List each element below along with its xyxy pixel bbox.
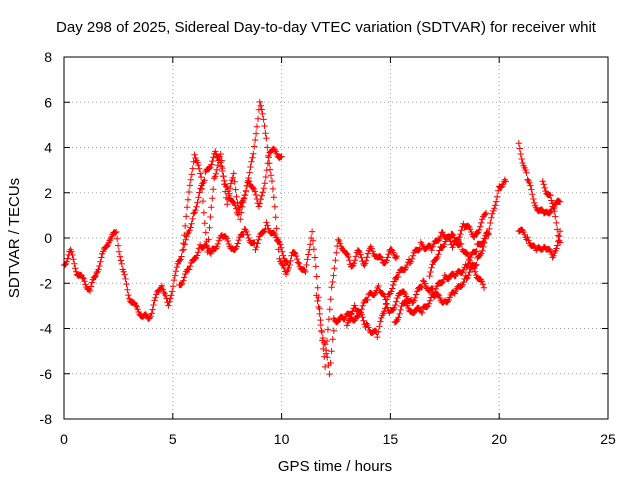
x-tick-labels: 0 5 10 15 20 25 [60,431,616,447]
y-tick-label: 6 [44,94,52,110]
series-late-tail-branch [539,178,564,246]
series-markers-mid-branch [330,209,490,341]
series-lower-branch [176,219,292,289]
series-rise-branch [391,176,509,326]
x-tick-label: 20 [491,431,507,447]
x-tick-label: 5 [169,431,177,447]
y-tick-label: 8 [44,49,52,65]
series-late-branch [515,140,564,217]
series-late-lower-branch [515,226,564,261]
series-markers-cross-branch [426,230,488,291]
grid [64,57,608,419]
y-tick-label: 4 [44,140,52,156]
series-markers-upper-branch [180,145,285,253]
y-tick-label: -6 [40,366,53,382]
y-tick-label: -4 [40,321,53,337]
series-markers-lower-branch [176,219,292,289]
series-markers-drop-branch [313,292,337,378]
y-tick-label: -8 [40,411,53,427]
x-tick-label: 25 [600,431,616,447]
series-drop-branch [313,292,337,378]
series-markers-valley-branch [343,229,492,329]
y-tick-labels: -8 -6 -4 -2 0 2 4 6 8 [40,49,53,427]
y-tick-label: 0 [44,230,52,246]
y-tick-label: -2 [40,275,53,291]
x-tick-label: 15 [383,431,399,447]
x-tick-label: 10 [274,431,290,447]
axis-ticks [63,56,609,420]
x-tick-label: 0 [60,431,68,447]
series-valley-branch [343,229,492,329]
x-axis-title: GPS time / hours [278,458,392,475]
y-axis-title: SDTVAR / TECUs [6,178,23,298]
chart-title: Day 298 of 2025, Sidereal Day-to-day VTE… [56,19,597,36]
series-markers-late-branch [515,140,564,217]
series-upper-branch [180,145,285,253]
series-markers-rise-branch [391,176,509,326]
series-mid-branch [330,209,490,341]
series-markers-late-lower-branch [515,226,564,261]
y-tick-label: 2 [44,185,52,201]
series-cross-branch [426,230,488,291]
series-markers-late-tail-branch [539,178,564,246]
